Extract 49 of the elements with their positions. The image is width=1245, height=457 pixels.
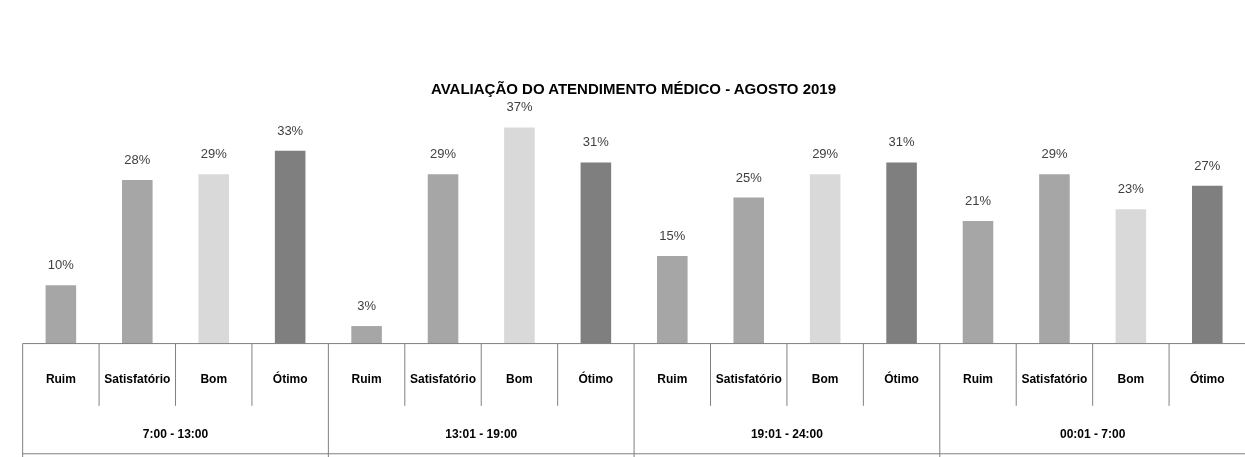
- data-label: 27%: [1194, 157, 1221, 173]
- bar: [351, 326, 382, 344]
- x-tick-label: Ótimo: [272, 370, 308, 386]
- bar: [122, 179, 153, 344]
- x-tick-label: Ótimo: [1189, 370, 1225, 386]
- text: 13:01 - 19:00: [445, 426, 518, 441]
- text: 7:00 - 13:00: [142, 426, 209, 441]
- x-tick-label: Ruim: [657, 371, 688, 386]
- bar: [962, 220, 994, 344]
- x-tick-label: Satisfatório: [410, 371, 477, 386]
- text: 00:01 - 7:00: [1059, 426, 1126, 441]
- data-label: 23%: [1117, 181, 1145, 197]
- bar: [198, 174, 230, 344]
- data-label: 25%: [735, 169, 763, 185]
- bar: [809, 174, 841, 344]
- x-tick-label: Satisfatório: [1021, 371, 1088, 386]
- x-tick-label: Satisfatório: [715, 371, 782, 386]
- bar: [657, 255, 688, 344]
- data-label: 15%: [659, 227, 686, 243]
- bar: [733, 197, 765, 344]
- bar: [504, 127, 535, 344]
- x-tick-label: Ruim: [351, 371, 382, 386]
- bar: [1039, 174, 1070, 344]
- data-label: 33%: [277, 122, 304, 138]
- x-tick-label: Ótimo: [578, 370, 614, 386]
- x-tick-label: Bom: [811, 371, 839, 386]
- bar: [1115, 209, 1147, 344]
- x-tick-label: Bom: [506, 371, 533, 386]
- data-label: 29%: [200, 146, 228, 162]
- chart-title: AVALIAÇÃO DO ATENDIMENTO MÉDICO - AGOSTO 2019: [431, 79, 837, 97]
- x-tick-label: Ótimo: [884, 370, 919, 386]
- data-label: 10%: [47, 257, 75, 273]
- x-tick-label: Bom: [200, 371, 228, 386]
- data-label: 3%: [357, 298, 377, 314]
- data-label: 31%: [888, 134, 916, 150]
- x-tick-label: Satisfatório: [104, 371, 171, 386]
- data-label: 37%: [506, 99, 533, 115]
- bar: [427, 174, 459, 344]
- data-label: 29%: [430, 146, 457, 162]
- x-tick-label: Ruim: [963, 371, 993, 386]
- x-tick-label: Bom: [1117, 371, 1145, 386]
- x-tick-label: Ruim: [45, 371, 76, 386]
- data-label: 21%: [965, 192, 992, 208]
- data-label: 31%: [582, 134, 610, 150]
- bar: [45, 285, 77, 344]
- text: 19:01 - 24:00: [750, 426, 824, 441]
- data-label: 28%: [124, 152, 151, 168]
- data-label: 29%: [812, 146, 839, 162]
- data-label: 29%: [1041, 146, 1068, 162]
